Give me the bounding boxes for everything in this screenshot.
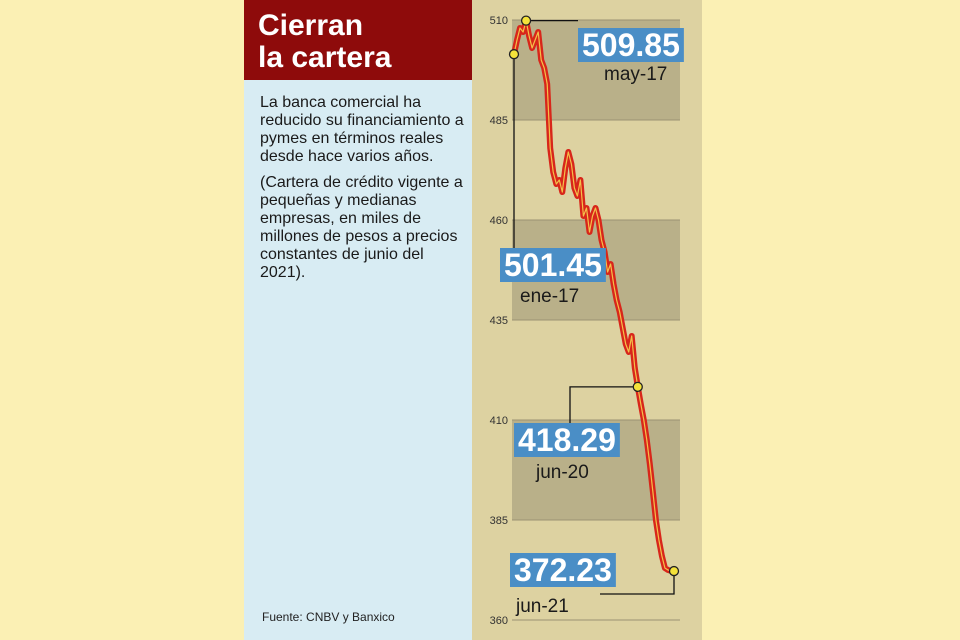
y-tick-label: 435 bbox=[490, 315, 508, 327]
annotation-marker-1 bbox=[508, 49, 520, 60]
annotation-value-bg-2 bbox=[514, 423, 620, 457]
annotation-date-2: jun-20 bbox=[535, 462, 589, 483]
annotation-value-3: 372.23 bbox=[514, 552, 612, 588]
annotation-value-bg-0 bbox=[578, 28, 684, 62]
y-tick-label: 360 bbox=[490, 615, 508, 627]
chart-markers bbox=[508, 15, 680, 577]
description-paragraph-1: La banca comercial ha reducido su financ… bbox=[260, 94, 464, 165]
annotation-value-1: 501.45 bbox=[504, 247, 602, 283]
y-axis-ticks: 510 485 460 435 410 385 360 bbox=[490, 15, 508, 627]
chart-title-box: Cierran la cartera bbox=[244, 0, 472, 80]
annotation-date-0: may-17 bbox=[604, 64, 667, 85]
annotation-value-0: 509.85 bbox=[582, 27, 680, 63]
annotation-marker-0 bbox=[520, 15, 532, 26]
annotation-leader-2 bbox=[569, 386, 638, 423]
source-note: Fuente: CNBV y Banxico bbox=[262, 610, 395, 624]
chart-series bbox=[511, 17, 677, 575]
annotation-marker-2 bbox=[632, 381, 643, 392]
chart-title-line1: Cierran bbox=[258, 9, 364, 42]
description: La banca comercial ha reducido su financ… bbox=[260, 94, 466, 290]
info-panel: Cierran la cartera La banca comercial ha… bbox=[244, 0, 472, 640]
annotation-date-3: jun-21 bbox=[515, 596, 569, 617]
annotation-value-bg-1 bbox=[500, 248, 606, 282]
annotation-value-bg-3 bbox=[510, 553, 616, 587]
y-tick-label: 460 bbox=[490, 215, 508, 227]
annotation-leaders bbox=[513, 19, 675, 595]
annotation-marker-3 bbox=[668, 565, 680, 577]
y-tick-label: 410 bbox=[490, 415, 508, 427]
y-tick-label: 385 bbox=[490, 515, 508, 527]
description-paragraph-2: (Cartera de crédito vigente a pequeñas y… bbox=[260, 174, 463, 281]
annotation-leader-3 bbox=[600, 571, 675, 595]
chart-title-line2: la cartera bbox=[258, 41, 392, 74]
annotation-date-1: ene-17 bbox=[520, 286, 579, 307]
annotation-value-2: 418.29 bbox=[518, 422, 616, 458]
y-tick-label: 485 bbox=[490, 115, 508, 127]
series-line-highlight bbox=[513, 20, 675, 572]
y-tick-label: 510 bbox=[490, 15, 508, 27]
